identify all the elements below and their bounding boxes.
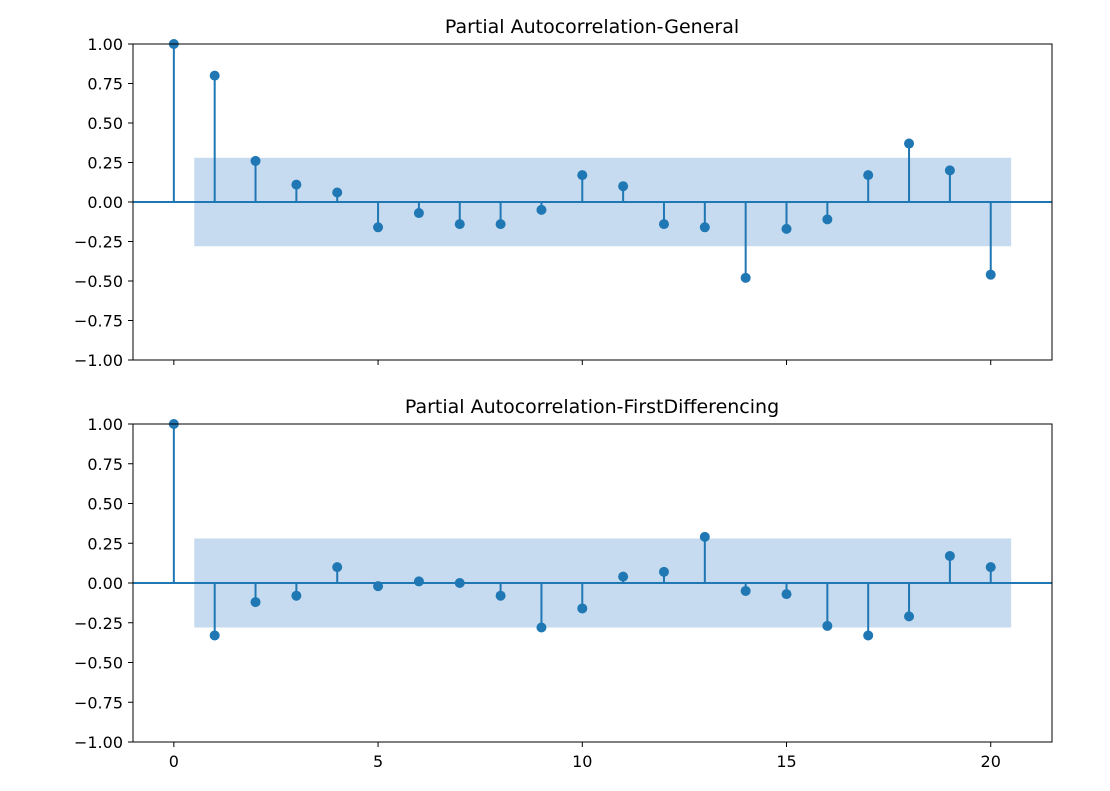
marker-first-differencing-lag-5 bbox=[373, 581, 384, 592]
y-tick-label-first-differencing: 1.00 bbox=[87, 415, 123, 434]
y-tick-label-general: 0.25 bbox=[87, 154, 123, 173]
marker-general-lag-9 bbox=[536, 204, 547, 215]
y-tick-label-general: 0.50 bbox=[87, 114, 123, 133]
marker-first-differencing-lag-4 bbox=[332, 562, 343, 573]
marker-first-differencing-lag-3 bbox=[291, 590, 302, 601]
marker-first-differencing-lag-12 bbox=[658, 566, 669, 577]
marker-general-lag-10 bbox=[577, 170, 588, 181]
y-tick-label-general: 0.75 bbox=[87, 75, 123, 94]
marker-general-lag-14 bbox=[740, 272, 751, 283]
marker-general-lag-13 bbox=[699, 222, 710, 233]
y-tick-label-first-differencing: −0.50 bbox=[74, 654, 123, 673]
chart-title-first-differencing: Partial Autocorrelation-FirstDifferencin… bbox=[405, 396, 779, 418]
marker-general-lag-8 bbox=[495, 219, 506, 230]
y-tick-label-general: 1.00 bbox=[87, 35, 123, 54]
y-tick-label-first-differencing: −1.00 bbox=[74, 733, 123, 752]
marker-first-differencing-lag-11 bbox=[618, 571, 629, 582]
x-tick-label-first-differencing: 10 bbox=[572, 752, 592, 771]
marker-first-differencing-lag-9 bbox=[536, 622, 547, 633]
marker-first-differencing-lag-20 bbox=[985, 562, 996, 573]
marker-first-differencing-lag-15 bbox=[781, 589, 792, 600]
y-tick-label-first-differencing: 0.25 bbox=[87, 534, 123, 553]
y-tick-label-first-differencing: 0.50 bbox=[87, 495, 123, 514]
x-tick-label-first-differencing: 5 bbox=[373, 752, 383, 771]
marker-first-differencing-lag-1 bbox=[209, 630, 220, 641]
marker-first-differencing-lag-14 bbox=[740, 585, 751, 596]
y-tick-label-first-differencing: −0.75 bbox=[74, 693, 123, 712]
plot-area-first-differencing: 1.00 0.75 0.50 0.25 0.00 −0.25 −0.50 −0.75 −1.00… bbox=[74, 415, 1053, 771]
plot-area-general: 1.00 0.75 0.50 0.25 0.00 −0.25 −0.50 −0.75 −1.00 bbox=[74, 35, 1053, 370]
x-tick-label-first-differencing: 15 bbox=[776, 752, 796, 771]
marker-first-differencing-lag-7 bbox=[454, 578, 465, 588]
subplot-general: Partial Autocorrelation-General 1.00 0.75… bbox=[74, 16, 1053, 370]
y-tick-label-first-differencing: −0.25 bbox=[74, 614, 123, 633]
y-tick-label-general: −0.75 bbox=[74, 312, 123, 331]
marker-general-lag-6 bbox=[413, 208, 424, 219]
marker-general-lag-17 bbox=[863, 170, 874, 181]
marker-general-lag-15 bbox=[781, 223, 792, 234]
marker-first-differencing-lag-8 bbox=[495, 590, 506, 601]
chart-title-general: Partial Autocorrelation-General bbox=[445, 16, 739, 38]
marker-first-differencing-lag-19 bbox=[944, 550, 955, 561]
marker-general-lag-12 bbox=[658, 219, 669, 230]
marker-first-differencing-lag-16 bbox=[822, 620, 833, 631]
subplot-first-differencing: Partial Autocorrelation-FirstDifferencin… bbox=[74, 396, 1053, 771]
x-tick-label-first-differencing: 20 bbox=[981, 752, 1001, 771]
marker-general-lag-16 bbox=[822, 214, 833, 225]
marker-general-lag-5 bbox=[373, 222, 384, 233]
marker-general-lag-2 bbox=[250, 155, 261, 166]
marker-first-differencing-lag-17 bbox=[863, 630, 874, 641]
marker-first-differencing-lag-10 bbox=[577, 603, 588, 614]
marker-first-differencing-lag-6 bbox=[413, 576, 424, 587]
marker-general-lag-7 bbox=[454, 219, 465, 230]
marker-general-lag-19 bbox=[944, 165, 955, 176]
y-tick-label-general: −0.25 bbox=[74, 233, 123, 252]
marker-general-lag-20 bbox=[985, 269, 996, 280]
marker-general-lag-11 bbox=[618, 181, 629, 192]
marker-first-differencing-lag-2 bbox=[250, 597, 261, 608]
marker-general-lag-4 bbox=[332, 187, 343, 198]
y-tick-label-general: −1.00 bbox=[74, 351, 123, 370]
marker-general-lag-3 bbox=[291, 179, 302, 190]
marker-first-differencing-lag-18 bbox=[904, 611, 915, 622]
y-tick-label-general: −0.50 bbox=[74, 272, 123, 291]
y-tick-label-first-differencing: 0.75 bbox=[87, 455, 123, 474]
marker-general-lag-1 bbox=[209, 70, 220, 81]
y-tick-label-first-differencing: 0.00 bbox=[87, 574, 123, 593]
marker-first-differencing-lag-13 bbox=[699, 531, 710, 542]
x-tick-label-first-differencing: 0 bbox=[169, 752, 179, 771]
marker-general-lag-18 bbox=[904, 138, 915, 149]
y-tick-label-general: 0.00 bbox=[87, 193, 123, 212]
